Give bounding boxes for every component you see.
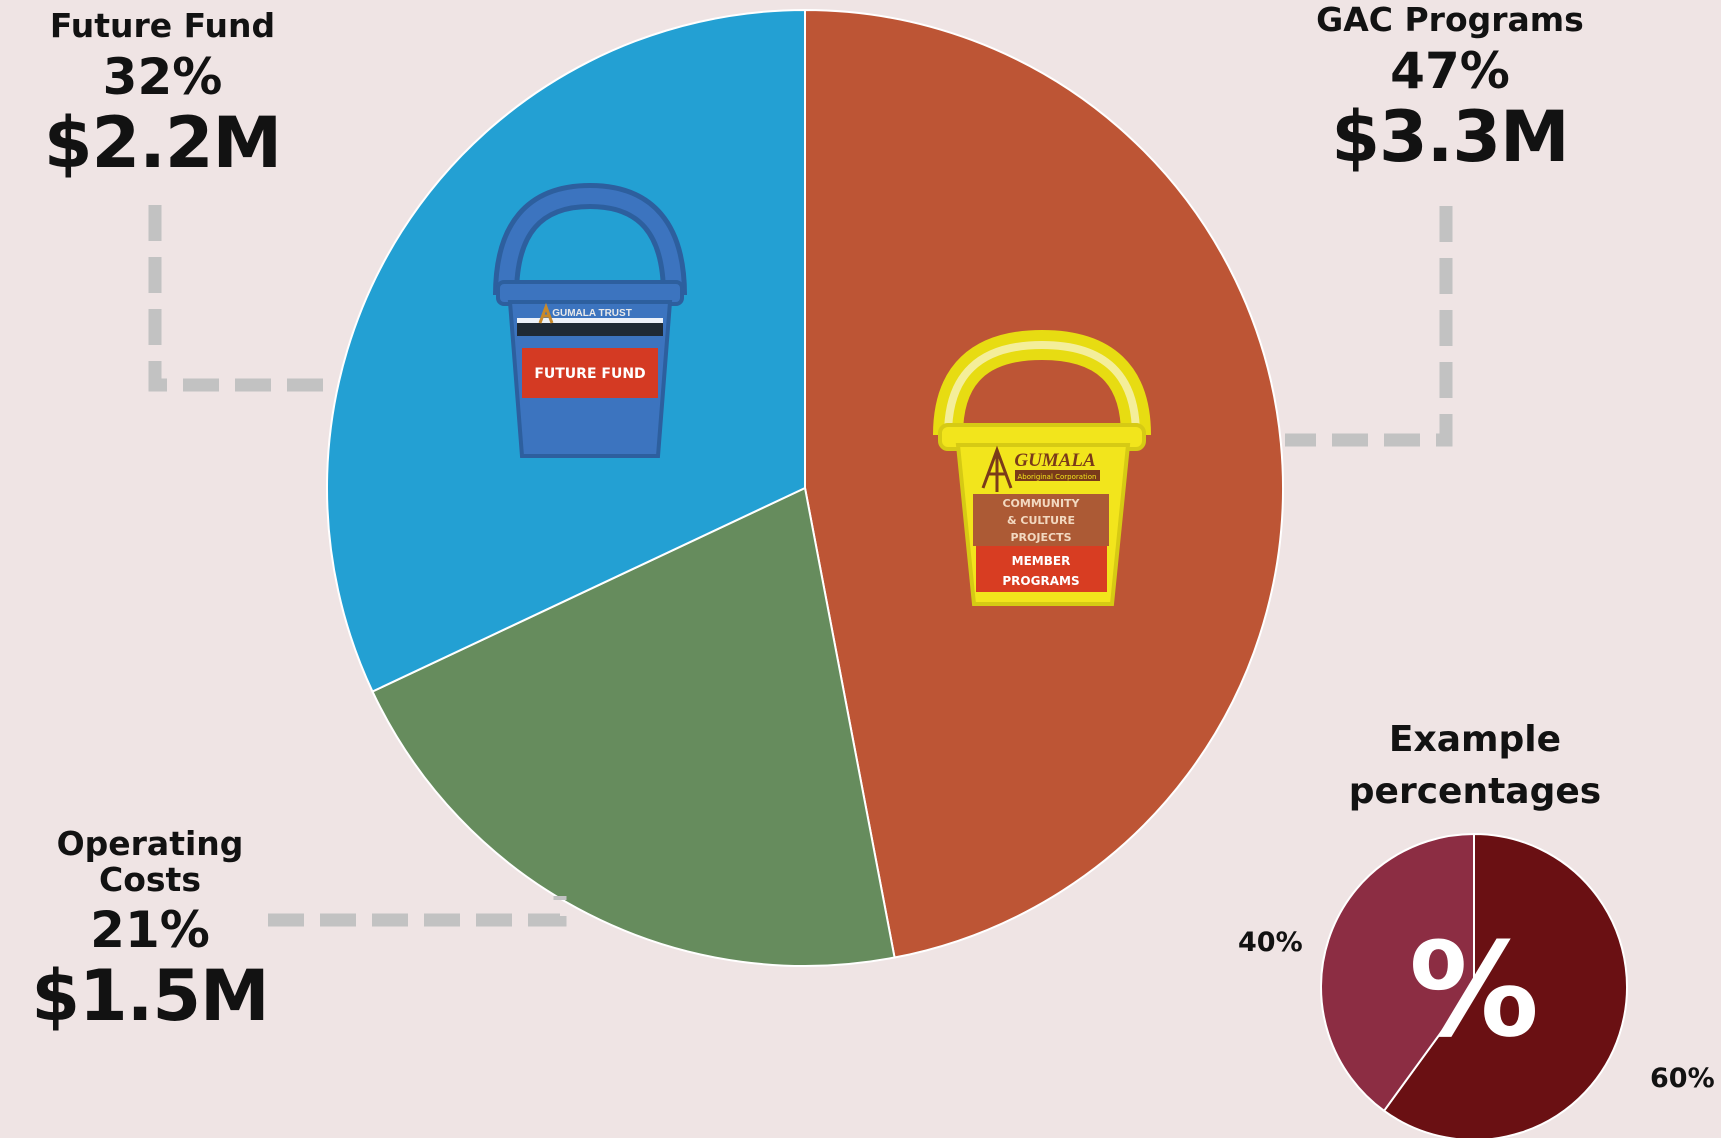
gumala-logo [981,445,1013,492]
gac-bucket-tag2: MEMBER PROGRAMS [1002,554,1079,588]
future-fund-bucket-tag: FUTURE FUND [534,366,645,382]
connector-gac-programs [1285,206,1453,447]
example-slice-label-60: 60% [1650,1063,1715,1094]
example-slice-40 [1320,832,1475,1113]
gumala-trust-logo [538,302,554,324]
future-fund-name: Future Fund [49,6,276,45]
gac-bucket-org: GUMALA [1014,450,1095,471]
gac-programs-bucket-icon: GUMALA Aboriginal Corporation COMMUNITY &… [933,329,1151,606]
pie-slice-operating-costs [371,486,896,967]
operating-costs-amount: $1.5M [31,955,269,1038]
label-gac-programs: GAC Programs 47% $3.3M [1300,2,1600,175]
gac-bucket-band-1 [973,494,1109,546]
future-fund-bucket-band [522,348,658,398]
connector-operating-costs [268,896,567,927]
operating-costs-percent: 21% [90,901,210,960]
gac-programs-amount: $3.3M [1331,95,1569,178]
main-pie-chart [326,8,1284,967]
connector-lines [148,205,1453,927]
operating-costs-name: Operating Costs [56,824,244,899]
future-fund-amount: $2.2M [43,101,282,184]
gac-bucket-tag1: COMMUNITY & CULTURE PROJECTS [1002,497,1080,544]
example-pie-center-symbol: % [1409,914,1539,1066]
label-future-fund: Future Fund 32% $2.2M [40,8,285,181]
label-operating-costs: Operating Costs 21% $1.5M [6,826,294,1035]
gac-bucket-sub: Aboriginal Corporation [1018,473,1097,481]
example-slice-label-40: 40% [1238,927,1303,958]
example-pie-chart [1320,832,1628,1138]
example-pie-title: Example percentages [1348,719,1602,813]
gac-bucket-band-2 [976,546,1107,592]
future-fund-bucket-org: GUMALA TRUST [552,308,632,319]
gac-programs-name: GAC Programs [1316,0,1584,39]
connector-future-fund [148,205,335,392]
gac-programs-percent: 47% [1390,41,1510,100]
future-fund-bucket-icon: GUMALA TRUST FUTURE FUND [493,182,687,458]
future-fund-percent: 32% [102,47,223,106]
example-slice-60 [1382,832,1628,1138]
